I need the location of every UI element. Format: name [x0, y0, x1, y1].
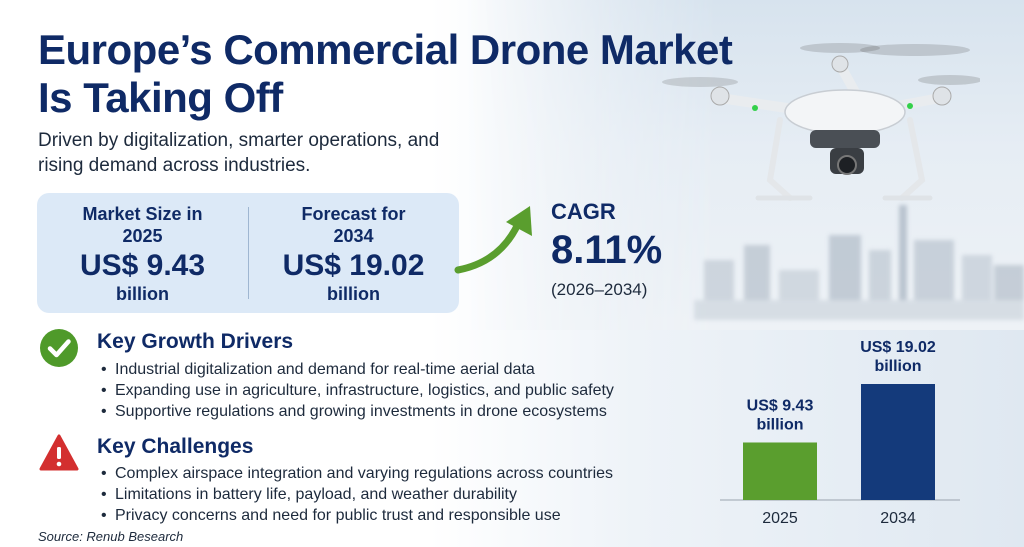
source-note: Source: Renub Besearch [38, 529, 184, 544]
data-label-2034-line-1: US$ 19.02 [860, 339, 936, 356]
list-item: Limitations in battery life, payload, an… [99, 484, 699, 505]
market-size-label-line-2: 2025 [122, 226, 163, 246]
x-tick-label-2034: 2034 [880, 510, 916, 527]
list-item: Privacy concerns and need for public tru… [99, 505, 699, 526]
list-item: Complex airspace integration and varying… [99, 463, 699, 484]
bar-2025 [743, 442, 817, 500]
list-item: Supportive regulations and growing inves… [99, 401, 699, 422]
list-item: Expanding use in agriculture, infrastruc… [99, 380, 699, 401]
market-stats-card: Market Size in 2025 US$ 9.43 billion For… [37, 193, 459, 313]
check-circle-icon [40, 329, 78, 367]
growth-arrow-icon [454, 206, 532, 274]
subtitle-line-1: Driven by digitalization, smarter operat… [38, 130, 440, 151]
title-line-2: Is Taking Off [38, 74, 283, 121]
bar-2034 [861, 384, 935, 500]
market-size-value: US$ 9.43 [79, 249, 206, 282]
growth-drivers-list: Industrial digitalization and demand for… [99, 359, 699, 422]
warning-triangle-icon [39, 434, 79, 471]
forecast-stat: Forecast for 2034 US$ 19.02 billion [248, 203, 459, 304]
data-label-2025-line-1: US$ 9.43 [747, 397, 814, 414]
cagr-label: CAGR [551, 199, 616, 224]
cagr-value: 8.11% [551, 228, 663, 272]
city-skyline-background [694, 205, 1024, 320]
drone-image [662, 43, 980, 201]
challenges-heading: Key Challenges [97, 435, 254, 458]
challenges-list: Complex airspace integration and varying… [99, 463, 699, 526]
data-label-2025-line-2: billion [756, 416, 803, 433]
data-label-2034-line-2: billion [874, 358, 921, 375]
forecast-label-line-2: 2034 [333, 226, 374, 246]
market-bar-chart: US$ 9.43 billion 2025 US$ 19.02 billion 2034 [720, 339, 960, 527]
x-tick-label-2025: 2025 [762, 510, 798, 527]
page-subtitle: Driven by digitalization, smarter operat… [38, 128, 538, 178]
list-item: Industrial digitalization and demand for… [99, 359, 699, 380]
market-size-label-line-1: Market Size in [82, 204, 203, 224]
growth-drivers-heading: Key Growth Drivers [97, 330, 294, 353]
forecast-label-line-1: Forecast for [301, 204, 406, 224]
cagr-block: CAGR 8.11% (2026–2034) [551, 199, 662, 301]
title-line-1: Europe’s Commercial Drone Market [38, 26, 733, 73]
cagr-period: (2026–2034) [551, 280, 648, 299]
forecast-value: US$ 19.02 [282, 249, 425, 282]
market-size-stat: Market Size in 2025 US$ 9.43 billion [37, 203, 248, 304]
market-size-unit: billion [116, 284, 169, 304]
subtitle-line-2: rising demand across industries. [38, 155, 311, 176]
stats-divider [248, 207, 249, 299]
page-title: Europe’s Commercial Drone Market Is Taki… [38, 26, 738, 122]
forecast-unit: billion [327, 284, 380, 304]
